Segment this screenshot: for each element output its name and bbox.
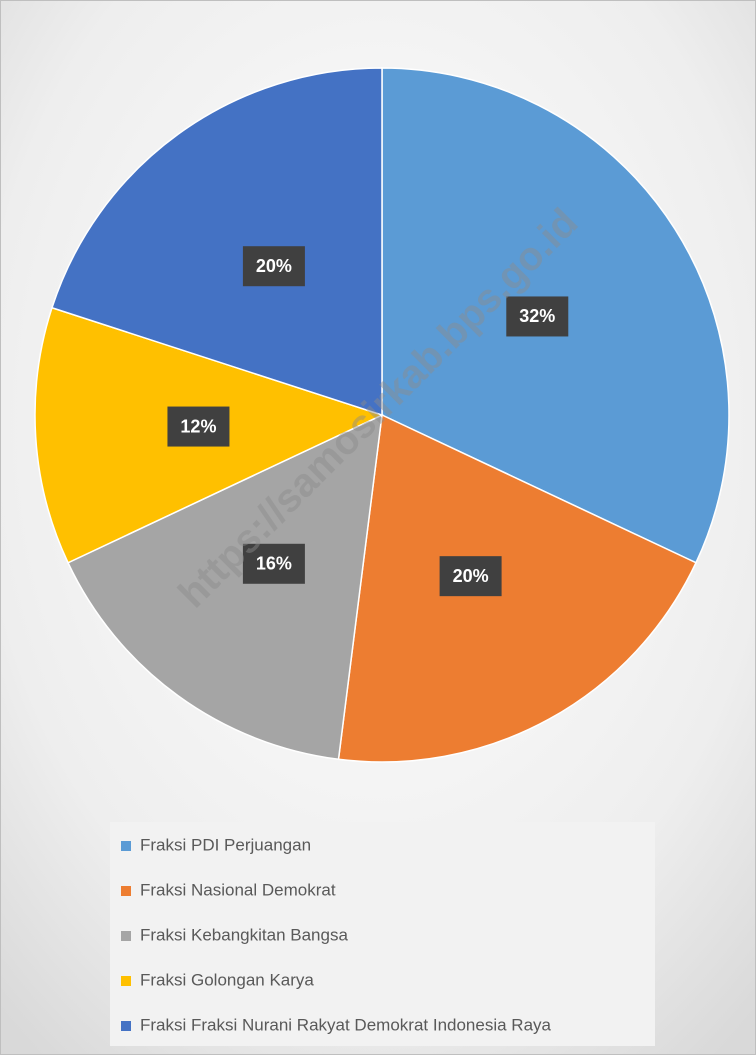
data-label: 16% <box>256 554 292 574</box>
legend-label: Fraksi Kebangkitan Bangsa <box>140 925 348 944</box>
legend-swatch <box>121 931 131 941</box>
pie-slice <box>51 67 383 417</box>
pie-slice <box>337 413 697 763</box>
data-label-box <box>506 296 569 337</box>
legend-swatch <box>121 1021 131 1031</box>
legend-label: Fraksi Golongan Karya <box>140 970 314 989</box>
data-label-box <box>167 406 230 447</box>
data-label: 20% <box>453 566 489 586</box>
legend-label: Fraksi Fraksi Nurani Rakyat Demokrat Ind… <box>140 1015 552 1034</box>
data-label: 12% <box>180 416 216 436</box>
pie-slice <box>67 413 383 761</box>
legend-swatch <box>121 886 131 896</box>
data-label: 20% <box>256 256 292 276</box>
data-label-box <box>439 556 502 597</box>
data-label: 32% <box>519 306 555 326</box>
legend-swatch <box>121 841 131 851</box>
data-label-box <box>242 543 305 584</box>
legend-label: Fraksi PDI Perjuangan <box>140 835 311 854</box>
legend-label: Fraksi Nasional Demokrat <box>140 880 336 899</box>
legend-box <box>110 822 655 1046</box>
legend-swatch <box>121 976 131 986</box>
data-label-box <box>242 246 305 287</box>
